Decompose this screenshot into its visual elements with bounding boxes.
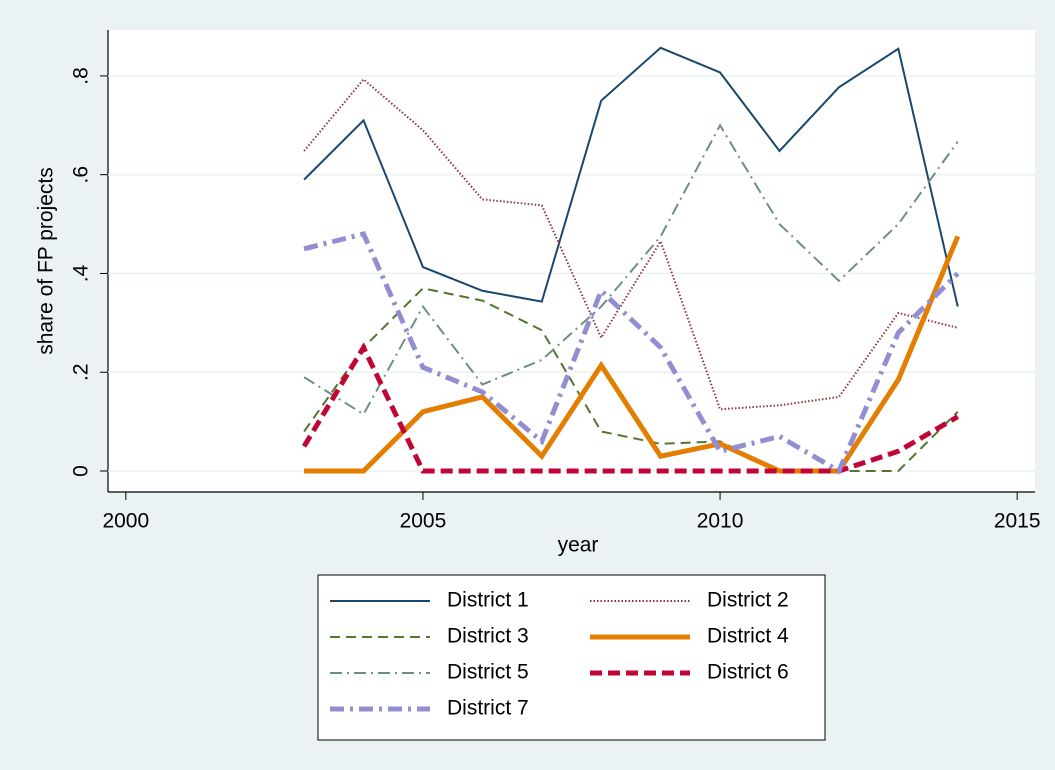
plot-area — [108, 30, 1035, 492]
series-line — [303, 231, 960, 475]
series-line — [301, 342, 960, 474]
series-line — [303, 123, 959, 416]
legend-label: District 2 — [707, 589, 789, 612]
x-tick-label: 2005 — [400, 510, 447, 533]
legend-box — [317, 574, 826, 741]
x-tick-label: 2000 — [102, 510, 149, 533]
legend-label: District 5 — [447, 661, 529, 684]
y-tick-label: .6 — [70, 166, 93, 184]
y-tick-label: 0 — [70, 465, 93, 477]
x-tick-label: 2010 — [697, 510, 744, 533]
series-line — [303, 46, 959, 307]
x-tick-label: 2015 — [994, 510, 1041, 533]
legend-label: District 1 — [447, 589, 529, 612]
y-axis-label: share of FP projects — [35, 167, 58, 355]
y-tick-label: .8 — [70, 67, 93, 85]
series-line — [304, 235, 961, 474]
series-line — [303, 77, 958, 411]
y-tick-label: .2 — [70, 363, 93, 381]
legend-label: District 7 — [447, 697, 529, 720]
legend-label: District 3 — [447, 625, 529, 648]
legend-label: District 4 — [707, 625, 789, 648]
legend-label: District 6 — [707, 661, 789, 684]
x-axis-label: year — [558, 534, 599, 557]
y-tick-label: .4 — [70, 264, 93, 282]
